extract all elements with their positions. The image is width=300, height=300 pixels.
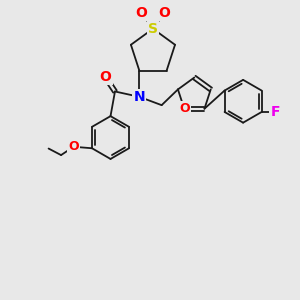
Text: N: N (134, 90, 145, 104)
Text: S: S (148, 22, 158, 36)
Text: F: F (270, 105, 280, 119)
Text: O: O (100, 70, 111, 84)
Text: O: O (179, 102, 190, 115)
Text: O: O (68, 140, 79, 153)
Text: O: O (158, 6, 170, 20)
Text: O: O (136, 6, 148, 20)
